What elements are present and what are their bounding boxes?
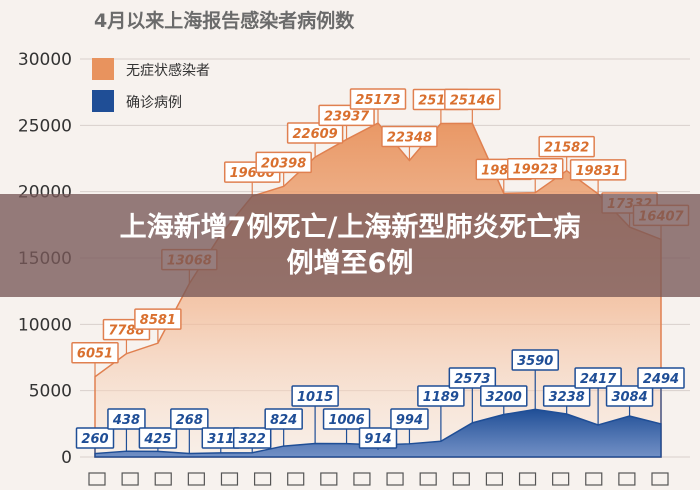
x-tick-mark [154, 472, 172, 486]
confirmed-data-label-box [107, 408, 146, 430]
x-tick-mark [651, 472, 669, 486]
x-tick-mark [518, 472, 537, 486]
asymptomatic-data-label-value: 25146 [450, 93, 495, 108]
x-tick-mark [419, 472, 437, 486]
confirmed-data-label-box [170, 408, 209, 430]
asymptomatic-data-label-value: 22609 [292, 127, 337, 142]
confirmed-data-label-box [542, 385, 591, 407]
x-tick-mark [552, 472, 570, 486]
confirmed-data-label-value: 3084 [611, 390, 647, 405]
x-tick-mark [485, 472, 504, 486]
asymptomatic-data-label-box [506, 157, 564, 180]
asymptomatic-data-label-value: 21582 [544, 141, 589, 156]
asymptomatic-data-label-value: 23937 [324, 109, 370, 124]
asymptomatic-data-label-box [349, 88, 407, 110]
x-tick-mark [618, 472, 636, 486]
asymptomatic-data-label-value: 25173 [355, 93, 400, 108]
confirmed-data-label-value: 322 [239, 432, 266, 447]
confirmed-data-label-box [322, 408, 371, 430]
legend-swatch [92, 58, 114, 80]
asymptomatic-data-label-box [286, 122, 344, 144]
confirmed-data-label-value: 311 [207, 432, 234, 447]
asymptomatic-data-label-box [538, 135, 595, 158]
asymptomatic-data-label-box [381, 125, 438, 148]
confirmed-data-label-value: 260 [81, 432, 108, 447]
x-tick-mark [187, 472, 205, 486]
confirmed-data-label-box [417, 385, 465, 407]
y-tick-label: 10000 [18, 315, 72, 335]
asymptomatic-data-label-box [569, 159, 627, 181]
x-tick-mark [320, 472, 338, 486]
confirmed-data-label-value: 438 [112, 413, 140, 428]
confirmed-data-label-value: 2573 [454, 372, 490, 387]
asymptomatic-data-label-box [134, 308, 182, 330]
confirmed-data-label-value: 3200 [486, 390, 522, 405]
asymptomatic-data-label-box [318, 104, 375, 127]
confirmed-data-label-value: 2494 [643, 372, 679, 387]
confirmed-data-label-box [232, 427, 272, 449]
headline-line-2: 例增至6例 [286, 247, 414, 279]
confirmed-data-label-box [291, 385, 339, 407]
asymptomatic-data-label-value: 19923 [513, 163, 558, 178]
confirmed-data-label-box [75, 427, 115, 449]
chart-title: 4月以来上海报告感染者病例数 [94, 9, 355, 32]
confirmed-data-label-box [574, 367, 622, 389]
y-tick-label: 5000 [29, 382, 72, 402]
confirmed-data-label-value: 425 [143, 432, 171, 447]
legend-label: 无症状感染者 [126, 62, 210, 79]
confirmed-data-label-value: 1006 [328, 413, 364, 428]
x-tick-mark [452, 472, 470, 486]
x-tick-mark [220, 472, 239, 486]
y-tick-label: 30000 [18, 50, 72, 70]
confirmed-data-label-box [448, 367, 497, 389]
confirmed-data-label-box [480, 385, 528, 407]
confirmed-data-label-value: 1189 [423, 390, 459, 405]
asymptomatic-data-label-value: 19831 [575, 164, 620, 179]
confirmed-data-label-box [390, 408, 429, 430]
x-tick-mark [353, 472, 371, 486]
confirmed-data-label-value: 2417 [580, 372, 617, 387]
legend-swatch [92, 90, 114, 112]
x-tick-mark [585, 472, 603, 486]
asymptomatic-data-label-value: 22348 [387, 131, 432, 146]
confirmed-data-label-box [358, 427, 398, 449]
asymptomatic-data-label-value: 8581 [140, 313, 176, 328]
asymptomatic-data-label-value: 20398 [261, 156, 306, 171]
asymptomatic-data-label-box [444, 88, 501, 111]
y-tick-label: 0 [61, 448, 72, 468]
confirmed-data-label-value: 914 [364, 432, 391, 447]
confirmed-data-label-value: 3238 [549, 390, 585, 405]
x-tick-mark [121, 472, 139, 486]
x-tick-mark [386, 472, 404, 486]
headline-line-1: 上海新增7例死亡/上海新型肺炎死亡病 [119, 211, 581, 243]
y-tick-label: 25000 [18, 116, 72, 136]
confirmed-data-label-value: 824 [270, 413, 297, 428]
confirmed-data-label-value: 994 [396, 413, 423, 428]
headline-banner: 上海新增7例死亡/上海新型肺炎死亡病 例增至6例 [0, 194, 700, 297]
confirmed-data-label-value: 3590 [517, 354, 553, 369]
x-tick-mark [287, 472, 305, 486]
x-tick-mark [253, 472, 272, 486]
asymptomatic-data-label-box [255, 151, 312, 174]
confirmed-data-label-value: 1015 [297, 390, 333, 405]
legend-label: 确诊病例 [126, 95, 182, 111]
confirmed-data-label-box [605, 385, 654, 407]
asymptomatic-data-label-box [71, 341, 119, 364]
confirmed-data-label-value: 268 [176, 413, 203, 428]
confirmed-data-label-box [637, 367, 685, 389]
confirmed-data-label-box [138, 427, 178, 449]
confirmed-data-label-box [511, 349, 559, 371]
confirmed-data-label-box [264, 408, 303, 430]
x-tick-mark [88, 472, 106, 486]
asymptomatic-data-label-value: 6051 [77, 347, 113, 362]
